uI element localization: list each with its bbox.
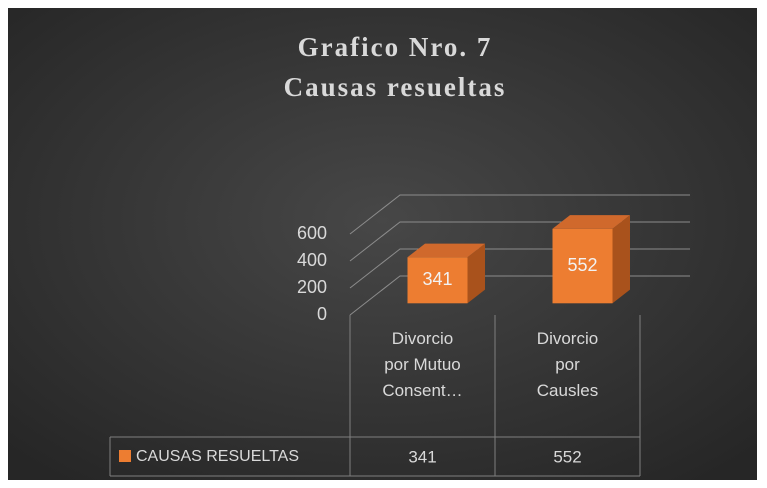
data-table-lines <box>109 315 641 477</box>
bar <box>552 228 613 304</box>
y-tick-label: 400 <box>297 250 327 270</box>
grid-line <box>349 194 690 235</box>
y-tick-label: 0 <box>317 304 327 324</box>
y-tick-label: 600 <box>297 223 327 243</box>
data-label: 552 <box>567 255 597 275</box>
table-value: 341 <box>408 447 436 466</box>
data-label: 341 <box>422 269 452 289</box>
x-tick-label: Divorcio por Causles <box>536 329 599 400</box>
chart-title: Grafico Nro. 7 <box>298 32 493 62</box>
y-tick-label: 200 <box>297 277 327 297</box>
legend-label: CAUSAS RESUELTAS <box>136 448 299 465</box>
bar <box>407 257 468 304</box>
x-tick-label: Divorcio por Mutuo Consent… <box>382 329 463 400</box>
bar-top <box>552 215 630 229</box>
bar-side <box>467 243 485 304</box>
legend-key <box>119 450 131 462</box>
chart-background <box>8 8 757 480</box>
chart-subtitle: Causas resueltas <box>284 72 507 102</box>
table-value: 552 <box>553 447 581 466</box>
bar-top <box>407 243 485 258</box>
bar-side <box>612 215 630 304</box>
